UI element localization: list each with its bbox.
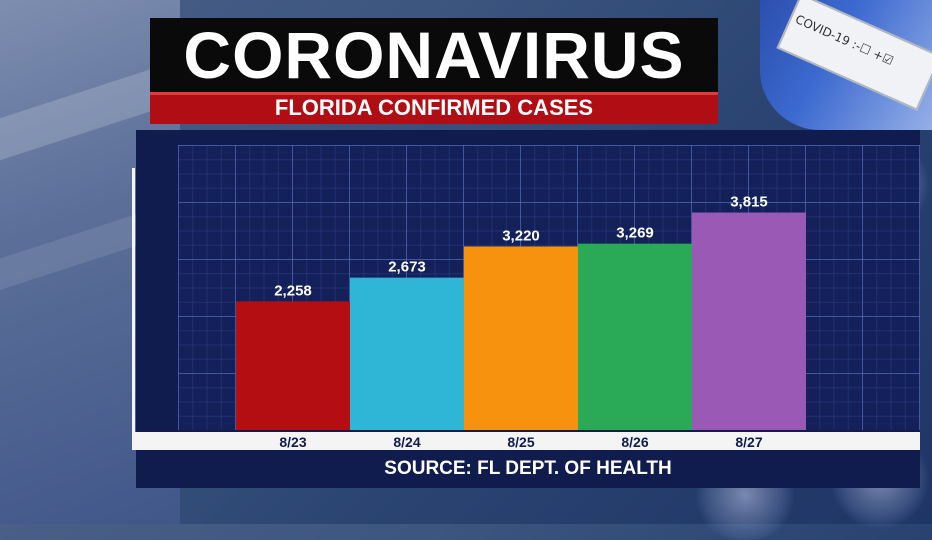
bar-8/25 xyxy=(464,246,578,430)
x-tick-label: 8/26 xyxy=(621,434,648,450)
page-title: CORONAVIRUS xyxy=(183,18,685,92)
bar-value-label: 3,269 xyxy=(616,225,654,242)
y-axis-line xyxy=(132,168,135,432)
bar-8/26 xyxy=(578,243,692,430)
chart-subtitle: FLORIDA CONFIRMED CASES xyxy=(274,95,594,120)
x-tick-label: 8/24 xyxy=(393,434,420,450)
x-tick-label: 8/25 xyxy=(507,434,534,450)
subtitle-banner xyxy=(150,92,718,124)
bar-value-label: 2,258 xyxy=(274,282,312,299)
title-banner xyxy=(150,18,718,92)
bar-value-label: 3,815 xyxy=(730,194,768,211)
x-axis-band xyxy=(132,432,920,450)
bar-8/27 xyxy=(692,212,806,430)
subtitle-accent xyxy=(150,92,718,95)
source-label: SOURCE: FL DEPT. OF HEALTH xyxy=(384,458,672,479)
bar-value-label: 3,220 xyxy=(502,227,540,244)
bar-value-label: 2,673 xyxy=(388,259,426,276)
x-tick-label: 8/27 xyxy=(735,434,762,450)
bar-8/23 xyxy=(236,301,350,430)
bar-chart: 2,258 8/23 2,673 8/24 3,220 8/25 3,269 8/26 3,81… xyxy=(236,194,806,450)
bar-8/24 xyxy=(350,277,464,430)
x-tick-label: 8/23 xyxy=(279,434,306,450)
